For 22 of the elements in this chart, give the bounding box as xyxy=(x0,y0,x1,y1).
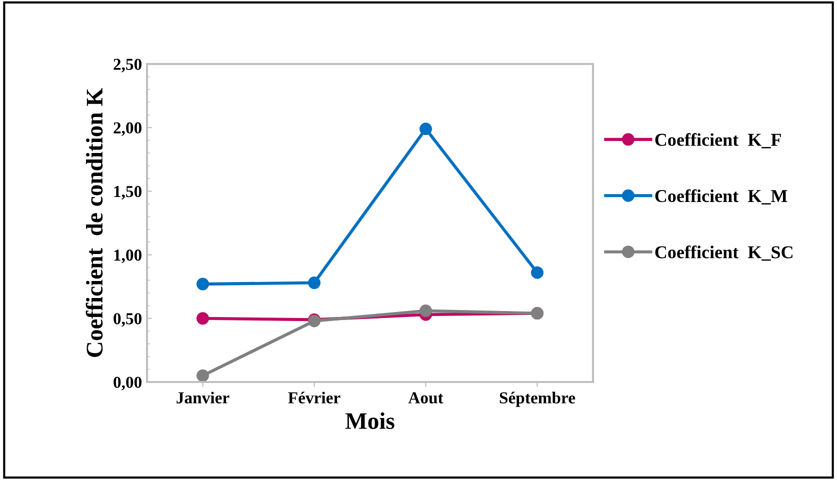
point xyxy=(420,304,432,318)
legend-label: Coefficient K_M xyxy=(655,189,788,204)
y-axis-title: Coefficient de condition K xyxy=(86,88,103,357)
y-tick-label: 2,00 xyxy=(114,122,142,136)
x-tick-label: Séptembre xyxy=(500,392,576,407)
point xyxy=(196,278,209,290)
point xyxy=(196,369,209,382)
x-tick-label: Février xyxy=(288,392,340,404)
x-tick-label: Aout xyxy=(408,392,444,404)
legend-label: Coefficient K_F xyxy=(655,133,781,148)
point xyxy=(196,312,209,325)
y-tick-label: 2,50 xyxy=(114,58,142,72)
x-axis-title: Mois xyxy=(345,412,394,430)
point xyxy=(531,266,544,279)
point xyxy=(420,122,432,136)
y-tick-label: 1,00 xyxy=(114,250,142,264)
y-tick-label: 0,50 xyxy=(114,313,142,327)
x-tick-label: Janvier xyxy=(176,392,230,404)
y-tick-label: 1,50 xyxy=(114,186,142,200)
y-tick-label: 0,00 xyxy=(114,376,142,390)
legend-label: Coefficient K_SC xyxy=(655,245,792,261)
point xyxy=(308,276,320,290)
